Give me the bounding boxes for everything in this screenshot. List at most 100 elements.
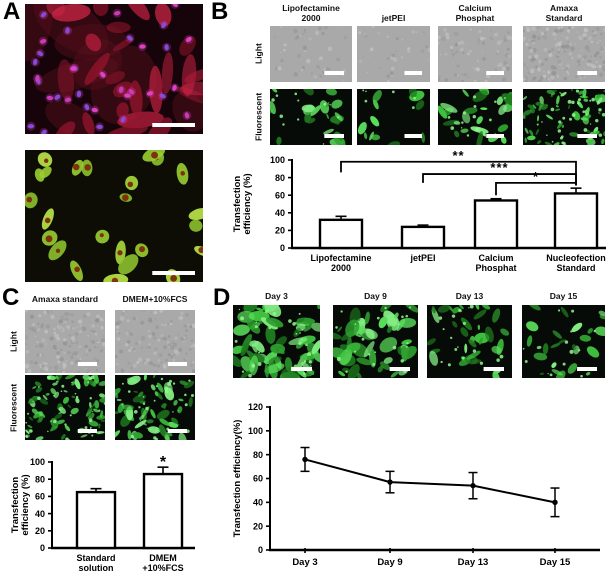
col-header-amaxa-standard: Amaxa Standard bbox=[545, 3, 583, 24]
micrograph-a-green-cells bbox=[25, 150, 203, 282]
y-tick-label: 40 bbox=[253, 498, 263, 508]
micrograph-canvas bbox=[25, 4, 203, 134]
micrograph-canvas bbox=[438, 89, 512, 145]
bar bbox=[400, 225, 446, 250]
col-header-calcium-phosphat: Calcium Phosphat bbox=[455, 3, 495, 24]
micrograph-canvas bbox=[25, 375, 105, 440]
col-header-lipofectamine-2000: Lipofectamine 2000 bbox=[282, 3, 340, 24]
category-label: Day 13 bbox=[458, 557, 489, 568]
micrograph-canvas bbox=[115, 310, 195, 373]
y-axis-label: Transfectionefficiency (%) bbox=[10, 474, 31, 535]
micrograph-canvas bbox=[270, 89, 352, 145]
col-header-amaxa-standard-c: Amaxa standard bbox=[31, 294, 99, 305]
scale-bar bbox=[77, 429, 97, 433]
significance-star: * bbox=[160, 454, 167, 471]
micrograph-b-light-lipofectamine bbox=[270, 26, 352, 82]
category-label: Day 9 bbox=[377, 557, 402, 568]
scale-bar bbox=[486, 134, 504, 138]
micrograph-b-light-amaxa bbox=[523, 26, 605, 82]
y-tick-label: 0 bbox=[258, 545, 263, 555]
scale-bar bbox=[77, 362, 97, 366]
micrograph-canvas bbox=[115, 375, 195, 440]
micrograph-canvas bbox=[233, 305, 320, 378]
col-header-jetpei: jetPEI bbox=[381, 13, 406, 24]
bar bbox=[473, 199, 519, 250]
bar bbox=[318, 218, 364, 250]
col-header-day-13: Day 13 bbox=[455, 291, 484, 302]
micrograph-canvas bbox=[523, 26, 605, 82]
micrograph-canvas bbox=[270, 26, 352, 82]
micrograph-b-fluor-jetpei bbox=[357, 89, 430, 145]
panel-label-b: B bbox=[211, 0, 229, 25]
chart-c-transfection-efficiency: 0 20 40 60 80 100 Transfectionefficiency (%) St… bbox=[6, 446, 210, 580]
y-tick-label: 60 bbox=[253, 474, 263, 484]
y-tick-label: 100 bbox=[30, 457, 45, 467]
y-tick-label: 80 bbox=[253, 450, 263, 460]
y-tick-label: 20 bbox=[253, 521, 263, 531]
y-tick-label: 80 bbox=[35, 474, 45, 484]
micrograph-a-red-stain bbox=[25, 4, 203, 134]
category-label: Standard solution bbox=[76, 553, 115, 573]
micrograph-c-light-dmem bbox=[115, 310, 195, 373]
panel-label-c: C bbox=[2, 284, 20, 311]
micrograph-d-day15 bbox=[522, 305, 605, 378]
significance-label: ** bbox=[452, 150, 464, 163]
y-axis-label: Transfection efficiency(%) bbox=[232, 420, 243, 538]
y-tick-label: 20 bbox=[35, 526, 45, 536]
col-header-dmem-fcs: DMEM+10%FCS bbox=[122, 294, 188, 305]
micrograph-canvas bbox=[438, 26, 512, 82]
micrograph-canvas bbox=[333, 305, 418, 378]
col-header-day-3: Day 3 bbox=[265, 291, 288, 302]
y-tick-label: 100 bbox=[270, 155, 285, 165]
scale-bar bbox=[389, 367, 410, 371]
chart-d-efficiency-over-time: 0 20 40 60 80 100 120 Transfection efficiency(%… bbox=[222, 398, 612, 578]
micrograph-canvas bbox=[25, 310, 105, 373]
scale-bar bbox=[404, 71, 422, 75]
y-tick-label: 0 bbox=[40, 543, 45, 553]
micrograph-c-light-amaxa bbox=[25, 310, 105, 373]
panel-label-a: A bbox=[3, 0, 21, 25]
micrograph-d-day3 bbox=[233, 305, 320, 378]
y-tick-label: 80 bbox=[275, 173, 285, 183]
chart-b-transfection-efficiency: 0 20 40 60 80 100 Transfectionefficiency (%) Li… bbox=[220, 148, 612, 292]
scale-bar bbox=[404, 134, 422, 138]
bar bbox=[142, 472, 184, 550]
category-label: Calcium Phosphat bbox=[475, 253, 516, 273]
data-point bbox=[387, 479, 393, 485]
significance-label: * bbox=[533, 169, 539, 184]
micrograph-canvas bbox=[357, 26, 430, 82]
micrograph-canvas bbox=[523, 89, 605, 145]
category-label: Day 15 bbox=[540, 557, 571, 568]
y-axis-label: Transfectionefficiency (%) bbox=[232, 173, 253, 234]
scale-bar bbox=[483, 367, 504, 371]
micrograph-c-fluor-amaxa bbox=[25, 375, 105, 440]
micrograph-c-fluor-dmem bbox=[115, 375, 195, 440]
micrograph-canvas bbox=[522, 305, 605, 378]
y-tick-label: 60 bbox=[275, 190, 285, 200]
row-label-c-light: Light bbox=[8, 331, 19, 352]
category-label: DMEM +10%FCS bbox=[142, 553, 183, 573]
micrograph-b-fluor-amaxa bbox=[523, 89, 605, 145]
scale-bar bbox=[324, 134, 344, 138]
micrograph-canvas bbox=[427, 305, 512, 378]
scale-bar bbox=[577, 367, 597, 371]
scale-bar bbox=[577, 71, 597, 75]
scale-bar bbox=[324, 71, 344, 75]
y-tick-label: 40 bbox=[35, 509, 45, 519]
micrograph-b-fluor-calcium bbox=[438, 89, 512, 145]
micrograph-b-light-jetpei bbox=[357, 26, 430, 82]
scale-bar bbox=[486, 71, 504, 75]
scale-bar bbox=[291, 367, 312, 371]
col-header-day-15: Day 15 bbox=[549, 291, 578, 302]
scale-bar bbox=[167, 429, 187, 433]
chart-c-svg: 0 20 40 60 80 100 Transfectionefficiency (%) St… bbox=[10, 454, 195, 573]
category-label: Lipofectamine 2000 bbox=[310, 253, 371, 273]
y-tick-label: 20 bbox=[275, 226, 285, 236]
row-label-c-fluorescent: Fluorescent bbox=[8, 383, 19, 432]
y-tick-label: 120 bbox=[248, 402, 263, 412]
row-label-b-fluorescent: Fluorescent bbox=[253, 92, 264, 142]
chart-d-svg: 0 20 40 60 80 100 120 Transfection efficiency(%… bbox=[232, 402, 600, 568]
data-point bbox=[302, 456, 308, 463]
significance-bracket bbox=[422, 173, 577, 186]
micrograph-b-fluor-lipofectamine bbox=[270, 89, 352, 145]
